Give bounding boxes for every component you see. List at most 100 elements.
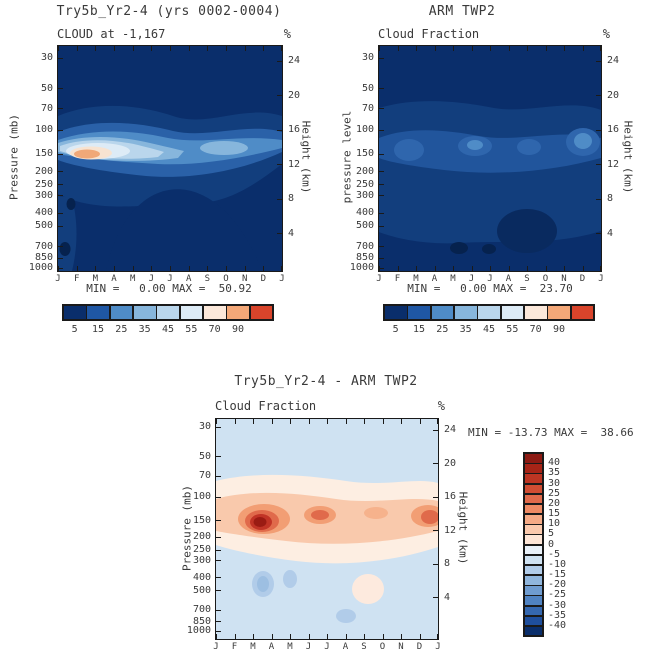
colorbar-segment: [384, 305, 408, 320]
pressure-axis-tick: [216, 630, 221, 632]
month-tick-label: S: [204, 274, 211, 284]
pressure-tick-label: 30: [40, 52, 53, 63]
colorbar-segment: [407, 305, 432, 320]
diff-title: Try5b_Yr2-4 - ARM TWP2: [234, 374, 418, 389]
obs-subtitle-row: Cloud Fraction %: [378, 27, 610, 41]
month-axis-tick-top: [253, 419, 254, 424]
height-axis-tick: [277, 233, 282, 235]
pressure-tick-label: 700: [34, 240, 53, 252]
month-axis-tick: [437, 634, 438, 639]
colorbar-tick-label: -10: [548, 558, 567, 570]
diff-y2label: Height (km): [456, 491, 470, 565]
month-tick-label: A: [431, 274, 438, 284]
colorbar-segment: [524, 503, 543, 515]
month-tick-label: A: [342, 642, 349, 652]
colorbar-tick-label: 25: [436, 324, 449, 335]
month-axis-tick-top: [600, 46, 601, 51]
height-axis-tick: [277, 60, 282, 62]
month-axis-tick: [226, 266, 227, 271]
model-contour-layers: [58, 46, 282, 271]
height-tick-label: 16: [444, 491, 457, 503]
height-axis-tick: [277, 198, 282, 200]
month-tick-label: J: [305, 642, 312, 652]
colorbar-segment: [524, 625, 543, 637]
colorbar-segment: [524, 605, 543, 617]
month-axis-tick: [216, 634, 217, 639]
colorbar-segment: [109, 305, 134, 320]
month-axis-tick: [207, 266, 209, 271]
month-tick-label: F: [394, 274, 401, 284]
month-tick-label: A: [268, 642, 275, 652]
pressure-tick-label: 500: [355, 220, 374, 232]
month-axis-tick: [244, 266, 246, 271]
height-axis-tick: [433, 463, 438, 465]
colorbar-segment: [524, 554, 543, 566]
month-tick-label: J: [55, 274, 61, 284]
pressure-axis-tick: [58, 184, 63, 186]
month-axis-tick-top: [545, 46, 547, 51]
month-axis-tick-top: [582, 46, 584, 51]
month-axis-tick: [382, 634, 384, 639]
colorbar-tick-label: 25: [115, 324, 128, 335]
pressure-axis-tick: [216, 496, 221, 498]
month-axis-tick-top: [382, 419, 384, 424]
month-axis-tick-top: [397, 46, 399, 51]
model-colorbar: 5 15 25 35 45 55 70 90: [62, 304, 274, 335]
colorbar-tick-label: -40: [548, 619, 567, 631]
colorbar-segment: [524, 524, 543, 535]
height-tick-label: 24: [607, 55, 620, 67]
month-axis-tick-top: [188, 46, 190, 51]
month-axis-tick-top: [364, 419, 365, 424]
pressure-axis-tick: [216, 590, 221, 592]
colorbar-tick-label: 90: [231, 324, 245, 335]
pressure-tick-label: 400: [355, 207, 374, 219]
month-axis-tick: [58, 266, 59, 271]
height-axis-tick: [433, 496, 438, 498]
month-axis-tick: [253, 634, 254, 639]
pressure-axis-tick: [58, 108, 63, 110]
month-tick-label: A: [505, 274, 512, 284]
height-tick-label: 12: [444, 524, 457, 536]
colorbar-tick-label: 10: [548, 518, 561, 530]
month-tick-label: J: [376, 274, 382, 284]
pressure-axis-tick: [379, 108, 384, 110]
obs-y2label: Height (km): [621, 120, 635, 194]
colorbar-tick-label: 5: [71, 324, 78, 335]
month-tick-label: D: [260, 274, 267, 284]
pressure-tick-label: 300: [34, 189, 53, 201]
month-axis-tick: [271, 634, 273, 639]
pressure-tick-label: 700: [355, 240, 374, 252]
month-axis-tick: [188, 266, 190, 271]
month-axis-tick: [151, 266, 153, 271]
month-axis-tick: [379, 266, 380, 271]
month-axis-tick: [364, 634, 365, 639]
month-tick-label: F: [73, 274, 80, 284]
colorbar-tick-label: 25: [548, 487, 561, 499]
pressure-axis-tick: [58, 153, 63, 155]
month-axis-tick: [234, 634, 236, 639]
colorbar-segment: [249, 305, 274, 320]
pressure-tick-label: 150: [192, 514, 211, 526]
pressure-tick-label: 500: [34, 220, 53, 232]
pressure-tick-label: 70: [40, 102, 53, 114]
pressure-axis-tick: [216, 456, 221, 458]
pressure-axis-tick: [216, 520, 221, 522]
pressure-axis-tick: [58, 129, 63, 131]
month-axis-tick: [327, 634, 328, 639]
height-tick-label: 4: [607, 227, 614, 239]
pressure-tick-label: 1000: [186, 625, 211, 636]
month-axis-tick-top: [281, 46, 282, 51]
pressure-tick-label: 100: [34, 124, 53, 136]
model-contour-field: [58, 46, 282, 271]
colorbar-segment: [133, 305, 157, 320]
month-axis-tick: [397, 266, 399, 271]
colorbar-segment: [454, 305, 478, 320]
month-axis-tick-top: [416, 46, 417, 51]
height-axis-tick: [433, 563, 438, 565]
colorbar-tick-label: 45: [482, 324, 496, 335]
pressure-axis-tick: [216, 577, 221, 579]
diff-subtitle: Cloud Fraction: [215, 399, 317, 413]
colorbar-tick-label: 90: [552, 324, 566, 335]
month-axis-tick: [76, 266, 78, 271]
height-axis-tick: [277, 164, 282, 166]
